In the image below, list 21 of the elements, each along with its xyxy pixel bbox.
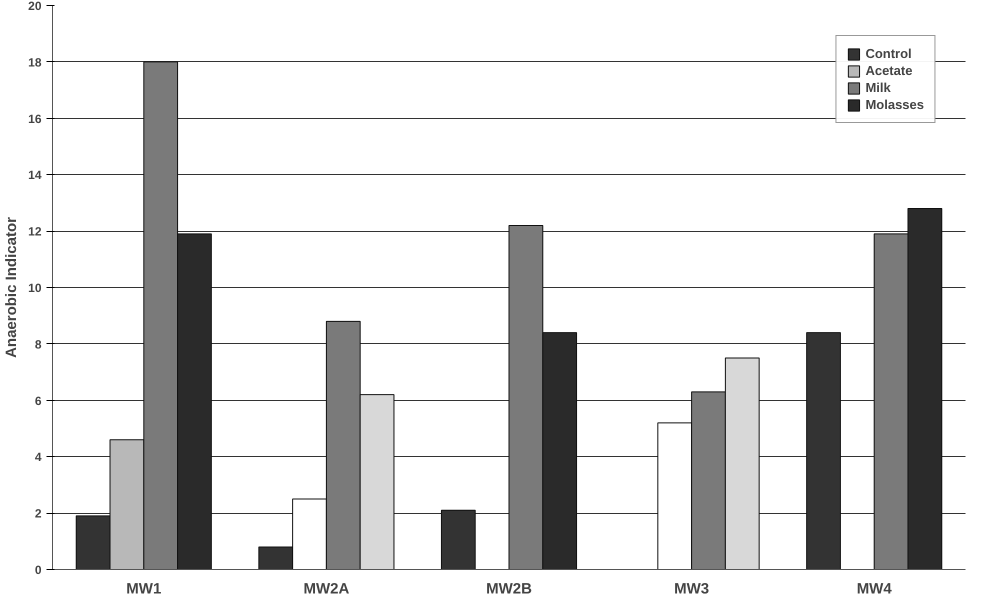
legend-label: Molasses	[865, 97, 924, 112]
y-axis-title: Anaerobic Indicator	[3, 216, 20, 358]
y-tick-label: 16	[28, 112, 42, 126]
y-tick-label: 12	[28, 224, 42, 239]
legend-label: Control	[865, 46, 912, 61]
x-tick-label: MW2B	[486, 580, 532, 598]
legend-label: Milk	[865, 80, 891, 95]
x-tick-label: MW3	[674, 580, 710, 598]
y-tick-label: 6	[34, 394, 42, 408]
y-tick-label: 10	[28, 281, 42, 295]
y-tick-label: 20	[28, 0, 42, 13]
y-tick-label: 4	[34, 450, 42, 464]
y-tick-label: 8	[34, 337, 42, 352]
y-tick-label: 0	[34, 563, 42, 577]
y-tick-label: 2	[34, 506, 42, 521]
y-tick-label: 18	[28, 55, 42, 70]
x-tick-label: MW4	[856, 580, 892, 598]
x-tick-label: MW1	[126, 580, 162, 598]
x-tick-label: MW2A	[303, 580, 350, 598]
legend-label: Acetate	[865, 63, 912, 78]
y-tick-label: 14	[28, 168, 42, 182]
